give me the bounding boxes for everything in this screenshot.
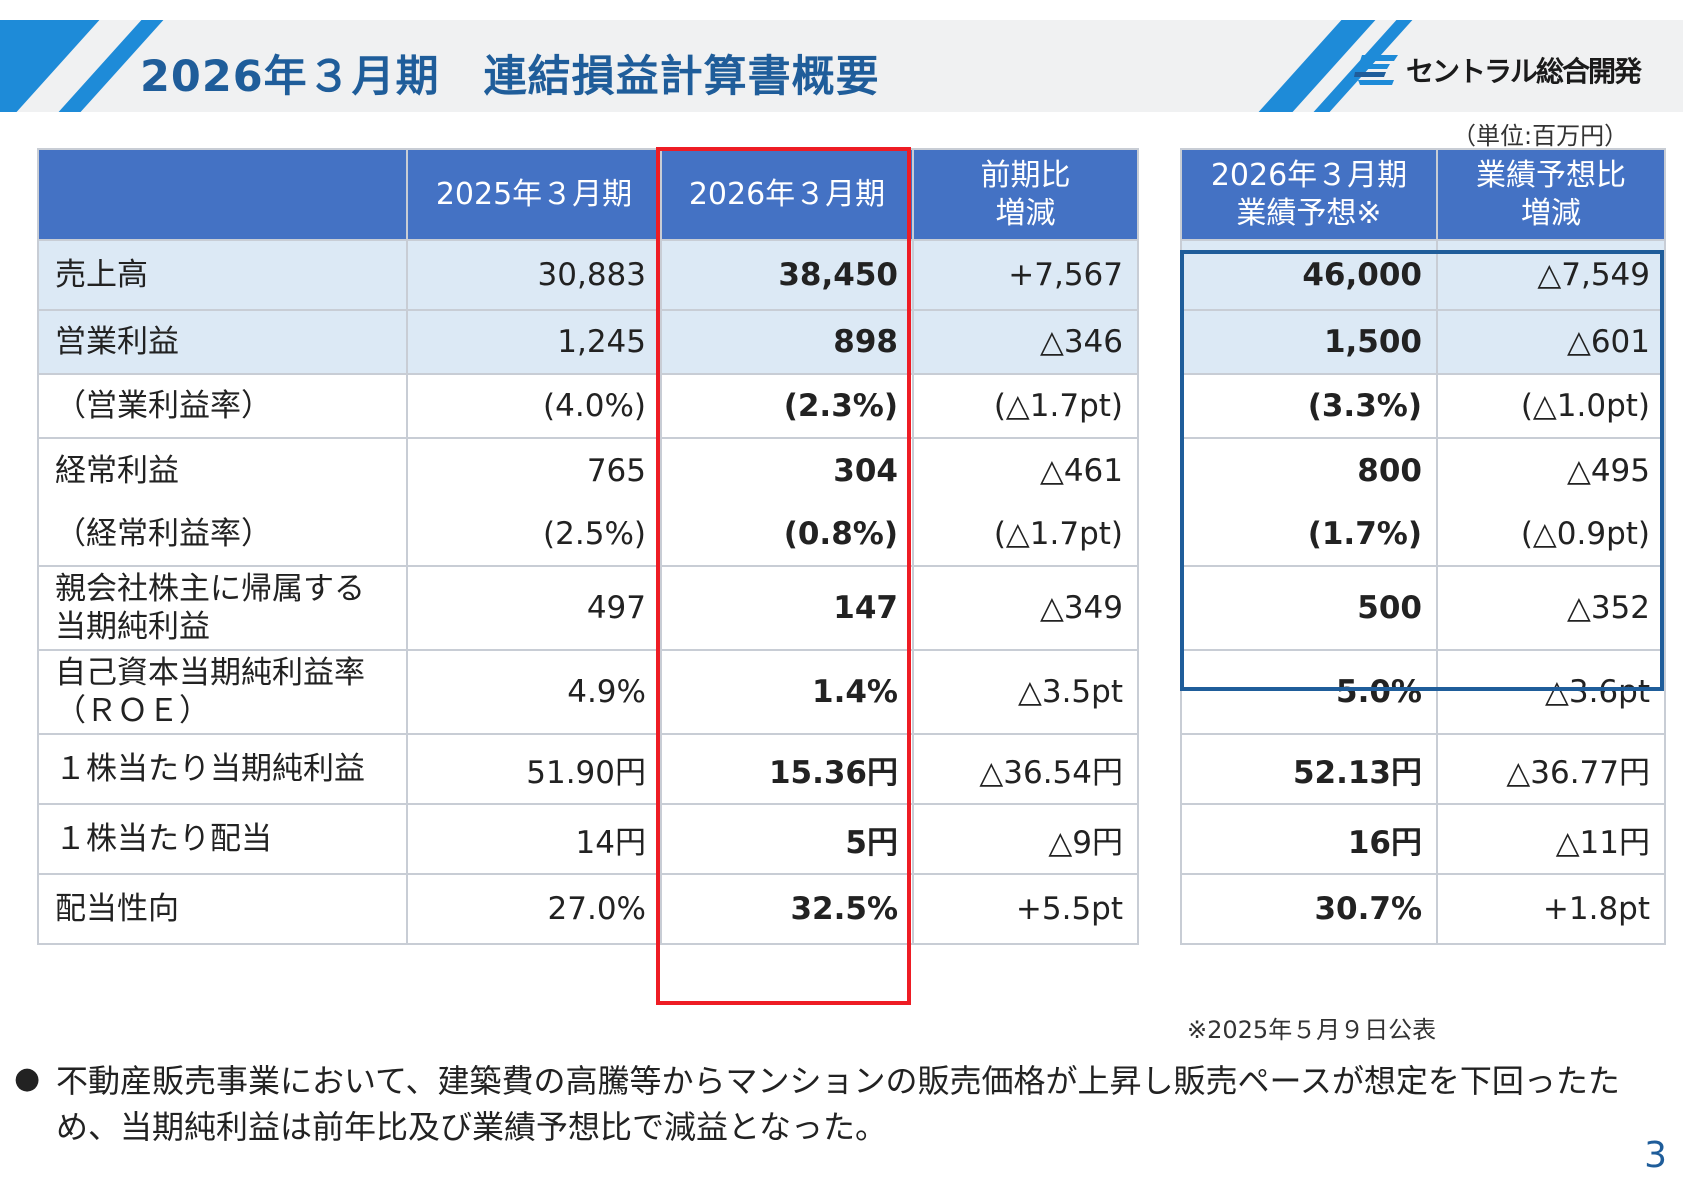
table-row-net-income: 親会社株主に帰属する 当期純利益 497 147 △349 — [37, 566, 1139, 651]
table-row-ordinary-margin: （経常利益率） (2.5%) (0.8%) (△1.7pt) — [37, 502, 1139, 567]
cell-yoy: △9円 — [912, 804, 1139, 875]
cell-forecast: 800 — [1180, 438, 1438, 502]
cell-fy2025: 1,245 — [406, 310, 662, 375]
cell-yoy: (△1.7pt) — [912, 374, 1139, 439]
unit-label: （単位:百万円） — [1452, 122, 1629, 150]
cell-fy2026: (0.8%) — [660, 502, 914, 567]
table-row-roe: 自己資本当期純利益率 （ＲＯＥ） 4.9% 1.4% △3.5pt — [37, 650, 1139, 735]
column-header-fy2025: 2025年３月期 — [406, 148, 662, 241]
cell-fy2025: (2.5%) — [406, 502, 662, 567]
cell-forecast: 46,000 — [1180, 240, 1438, 311]
column-header-yoy: 前期比 増減 — [912, 148, 1139, 241]
forecast-row-ordinary-margin: (1.7%) (△0.9pt) — [1180, 502, 1666, 567]
cell-fy2026: 304 — [660, 438, 914, 502]
forecast-footnote: ※2025年５月９日公表 — [1187, 1016, 1437, 1044]
results-table: 2025年３月期 2026年３月期 前期比 増減 売上高 30,883 38,450… — [37, 148, 1139, 945]
cell-forecast: (1.7%) — [1180, 502, 1438, 567]
column-header-vs-forecast: 業績予想比 増減 — [1436, 148, 1666, 241]
column-header-fy2026: 2026年３月期 — [660, 148, 914, 241]
header-band: 2026年３月期 連結損益計算書概要 セントラル総合開発 — [0, 20, 1683, 112]
cell-fy2026: 898 — [660, 310, 914, 375]
cell-vs-forecast: △495 — [1436, 438, 1666, 502]
cell-yoy: +5.5pt — [912, 874, 1139, 945]
cell-fy2026: 32.5% — [660, 874, 914, 945]
table-row-dps: １株当たり配当 14円 5円 △9円 — [37, 804, 1139, 875]
company-logo-icon — [1354, 55, 1398, 85]
cell-fy2025: 30,883 — [406, 240, 662, 311]
page-number: 3 — [1644, 1135, 1667, 1176]
company-logo-text: セントラル総合開発 — [1406, 55, 1642, 88]
forecast-row-operating-margin: (3.3%) (△1.0pt) — [1180, 374, 1666, 439]
cell-forecast: 500 — [1180, 566, 1438, 651]
forecast-row-ordinary-income: 800 △495 — [1180, 438, 1666, 502]
cell-fy2026: 147 — [660, 566, 914, 651]
cell-forecast: 16円 — [1180, 804, 1438, 875]
cell-vs-forecast: (△1.0pt) — [1436, 374, 1666, 439]
column-header-forecast: 2026年３月期 業績予想※ — [1180, 148, 1438, 241]
row-label: 配当性向 — [37, 874, 408, 945]
cell-forecast: 52.13円 — [1180, 734, 1438, 805]
cell-fy2025: 765 — [406, 438, 662, 502]
forecast-row-net-income: 500 △352 — [1180, 566, 1666, 651]
bullet-icon: ● — [14, 1061, 41, 1096]
cell-fy2026: 5円 — [660, 804, 914, 875]
company-logo: セントラル総合開発 — [1352, 50, 1642, 90]
cell-fy2026: 38,450 — [660, 240, 914, 311]
cell-vs-forecast: △11円 — [1436, 804, 1666, 875]
cell-fy2025: 497 — [406, 566, 662, 651]
cell-fy2026: (2.3%) — [660, 374, 914, 439]
forecast-row-roe: 5.0% △3.6pt — [1180, 650, 1666, 735]
cell-fy2026: 15.36円 — [660, 734, 914, 805]
row-label: 営業利益 — [37, 310, 408, 375]
cell-forecast: (3.3%) — [1180, 374, 1438, 439]
row-label: １株当たり配当 — [37, 804, 408, 875]
table-row-payout-ratio: 配当性向 27.0% 32.5% +5.5pt — [37, 874, 1139, 945]
cell-fy2025: 14円 — [406, 804, 662, 875]
cell-vs-forecast: +1.8pt — [1436, 874, 1666, 945]
table-row-sales: 売上高 30,883 38,450 +7,567 — [37, 240, 1139, 311]
table-row-operating-income: 営業利益 1,245 898 △346 — [37, 310, 1139, 375]
cell-vs-forecast: △352 — [1436, 566, 1666, 651]
cell-yoy: (△1.7pt) — [912, 502, 1139, 567]
cell-vs-forecast: △3.6pt — [1436, 650, 1666, 735]
cell-fy2025: 27.0% — [406, 874, 662, 945]
cell-fy2026: 1.4% — [660, 650, 914, 735]
cell-forecast: 1,500 — [1180, 310, 1438, 375]
cell-vs-forecast: △601 — [1436, 310, 1666, 375]
forecast-row-sales: 46,000 △7,549 — [1180, 240, 1666, 311]
cell-forecast: 5.0% — [1180, 650, 1438, 735]
cell-fy2025: (4.0%) — [406, 374, 662, 439]
forecast-row-payout-ratio: 30.7% +1.8pt — [1180, 874, 1666, 945]
cell-fy2025: 4.9% — [406, 650, 662, 735]
cell-yoy: +7,567 — [912, 240, 1139, 311]
cell-fy2025: 51.90円 — [406, 734, 662, 805]
cell-forecast: 30.7% — [1180, 874, 1438, 945]
table-row-operating-margin: （営業利益率） (4.0%) (2.3%) (△1.7pt) — [37, 374, 1139, 439]
cell-yoy: △346 — [912, 310, 1139, 375]
cell-yoy: △461 — [912, 438, 1139, 502]
cell-vs-forecast: (△0.9pt) — [1436, 502, 1666, 567]
row-label: 経常利益 — [37, 438, 408, 502]
page-title: 2026年３月期 連結損益計算書概要 — [140, 52, 880, 102]
cell-vs-forecast: △36.77円 — [1436, 734, 1666, 805]
row-label: （営業利益率） — [37, 374, 408, 439]
cell-vs-forecast: △7,549 — [1436, 240, 1666, 311]
cell-yoy: △36.54円 — [912, 734, 1139, 805]
forecast-row-dps: 16円 △11円 — [1180, 804, 1666, 875]
row-label: １株当たり当期純利益 — [37, 734, 408, 805]
cell-yoy: △349 — [912, 566, 1139, 651]
row-label: 売上高 — [37, 240, 408, 311]
header-corner — [37, 148, 408, 241]
forecast-row-operating-income: 1,500 △601 — [1180, 310, 1666, 375]
forecast-table: 2026年３月期 業績予想※ 業績予想比 増減 46,000 △7,549 1,50… — [1180, 148, 1666, 945]
commentary-text: 不動産販売事業において、建築費の高騰等からマンションの販売価格が上昇し販売ペース… — [56, 1062, 1620, 1146]
commentary: ● 不動産販売事業において、建築費の高騰等からマンションの販売価格が上昇し販売ペ… — [14, 1058, 1654, 1150]
row-label: 自己資本当期純利益率 （ＲＯＥ） — [37, 650, 408, 735]
cell-yoy: △3.5pt — [912, 650, 1139, 735]
forecast-row-eps: 52.13円 △36.77円 — [1180, 734, 1666, 805]
table-row-ordinary-income: 経常利益 765 304 △461 — [37, 438, 1139, 502]
row-label: 親会社株主に帰属する 当期純利益 — [37, 566, 408, 651]
table-row-eps: １株当たり当期純利益 51.90円 15.36円 △36.54円 — [37, 734, 1139, 805]
row-label: （経常利益率） — [37, 502, 408, 567]
